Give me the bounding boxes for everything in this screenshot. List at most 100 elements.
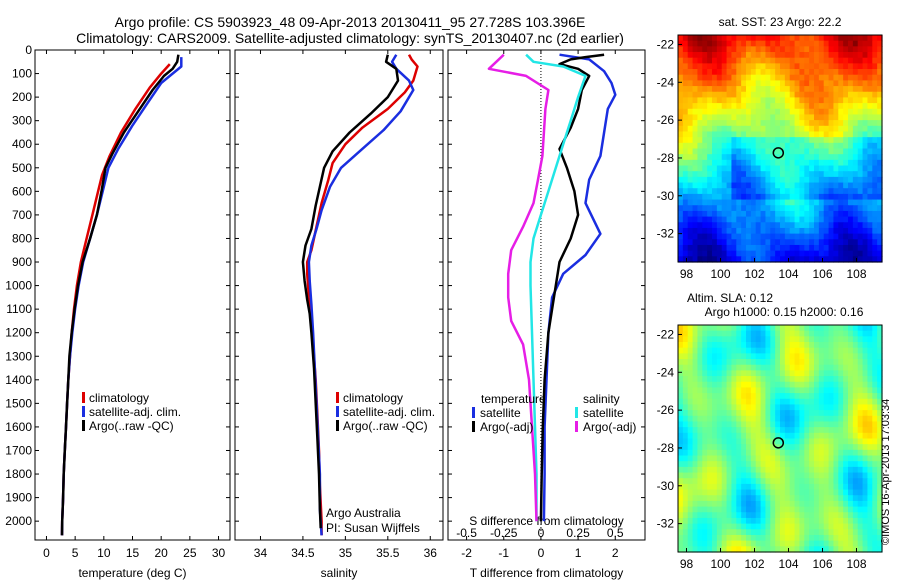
map-cell bbox=[784, 114, 791, 121]
map-cell bbox=[848, 523, 854, 530]
map-cell bbox=[838, 137, 844, 144]
map-cell bbox=[789, 46, 796, 53]
map-cell bbox=[794, 120, 801, 127]
map-cell bbox=[697, 432, 703, 440]
map-cell bbox=[833, 404, 839, 411]
map-cell bbox=[697, 364, 703, 371]
map-cell bbox=[746, 483, 752, 491]
map-cell bbox=[712, 159, 718, 167]
map-cell bbox=[712, 222, 718, 229]
map-cell bbox=[852, 142, 859, 150]
map-cell bbox=[736, 489, 742, 496]
map-cell bbox=[775, 40, 781, 47]
map-cell bbox=[716, 35, 723, 42]
map-cell bbox=[760, 330, 767, 337]
map-cell bbox=[775, 182, 781, 189]
map-cell bbox=[682, 142, 689, 150]
map-cell bbox=[794, 500, 801, 508]
map-cell bbox=[784, 97, 791, 104]
map-cell bbox=[731, 353, 737, 360]
map-cell bbox=[848, 444, 854, 451]
map-cell bbox=[814, 108, 820, 116]
map-cell bbox=[848, 165, 854, 172]
map-cell bbox=[741, 205, 747, 212]
map-cell bbox=[818, 63, 825, 70]
map-cell bbox=[852, 529, 859, 536]
map-cell bbox=[755, 381, 762, 389]
map-cell bbox=[731, 239, 737, 246]
map-cell bbox=[682, 250, 689, 257]
map-cell bbox=[741, 57, 747, 64]
map-cell bbox=[736, 421, 742, 428]
map-cell bbox=[760, 256, 767, 263]
map-cell bbox=[682, 359, 689, 366]
map-cell bbox=[867, 427, 873, 434]
map-cell bbox=[843, 478, 849, 485]
map-cell bbox=[789, 120, 796, 127]
map-cell bbox=[687, 478, 694, 485]
map-cell bbox=[804, 364, 810, 371]
map-cell bbox=[794, 359, 801, 366]
map-cell bbox=[872, 205, 878, 212]
map-cell bbox=[775, 52, 781, 59]
map-cell bbox=[794, 444, 801, 451]
map-cell bbox=[741, 398, 747, 406]
map-cell bbox=[843, 176, 849, 184]
map-cell bbox=[726, 165, 733, 172]
map-cell bbox=[716, 125, 723, 133]
map-cell bbox=[877, 193, 883, 201]
map-cell bbox=[867, 500, 873, 508]
map-cell bbox=[721, 478, 728, 485]
map-cell bbox=[721, 506, 728, 513]
map-cell bbox=[770, 46, 776, 53]
map-cell bbox=[818, 523, 825, 530]
map-cell bbox=[823, 171, 830, 178]
map-cell bbox=[818, 461, 825, 468]
map-cell bbox=[721, 159, 728, 167]
map-cell bbox=[804, 35, 810, 42]
map-cell bbox=[770, 415, 776, 423]
map-cell bbox=[872, 222, 878, 229]
map-cell bbox=[814, 359, 820, 366]
map-cell bbox=[746, 455, 752, 462]
map-cell bbox=[848, 495, 854, 502]
map-cell bbox=[682, 63, 689, 70]
map-cell bbox=[750, 427, 757, 434]
map-cell bbox=[843, 63, 849, 70]
map-cell bbox=[823, 46, 830, 53]
map-cell bbox=[678, 444, 684, 451]
map-cell bbox=[789, 534, 796, 542]
map-cell bbox=[804, 91, 810, 99]
map-cell bbox=[804, 381, 810, 389]
map-cell bbox=[843, 80, 849, 87]
map-cell bbox=[784, 342, 791, 349]
map-cell bbox=[804, 353, 810, 360]
map-cell bbox=[794, 182, 801, 189]
legend-group-title: temperature bbox=[481, 392, 546, 406]
map-cell bbox=[784, 159, 791, 167]
map-cell bbox=[804, 444, 810, 451]
map-cell bbox=[843, 393, 849, 400]
map-cell bbox=[712, 86, 718, 93]
map-cell bbox=[794, 449, 801, 457]
map-cell bbox=[872, 517, 878, 525]
map-cell bbox=[780, 370, 786, 377]
map-cell bbox=[828, 137, 835, 144]
map-cell bbox=[731, 97, 737, 104]
map-cell bbox=[692, 176, 699, 184]
map-cell bbox=[852, 376, 859, 383]
map-cell bbox=[741, 387, 747, 394]
map-cell bbox=[765, 239, 771, 246]
map-cell bbox=[784, 125, 791, 133]
map-cell bbox=[794, 91, 801, 99]
map-cell bbox=[877, 342, 883, 349]
map-cell bbox=[707, 210, 713, 218]
map-cell bbox=[843, 244, 849, 252]
map-cell bbox=[872, 57, 878, 64]
map-cell bbox=[775, 114, 781, 121]
map-cell bbox=[692, 415, 699, 423]
map-cell bbox=[678, 80, 684, 87]
map-cell bbox=[707, 523, 713, 530]
map-cell bbox=[682, 57, 689, 64]
